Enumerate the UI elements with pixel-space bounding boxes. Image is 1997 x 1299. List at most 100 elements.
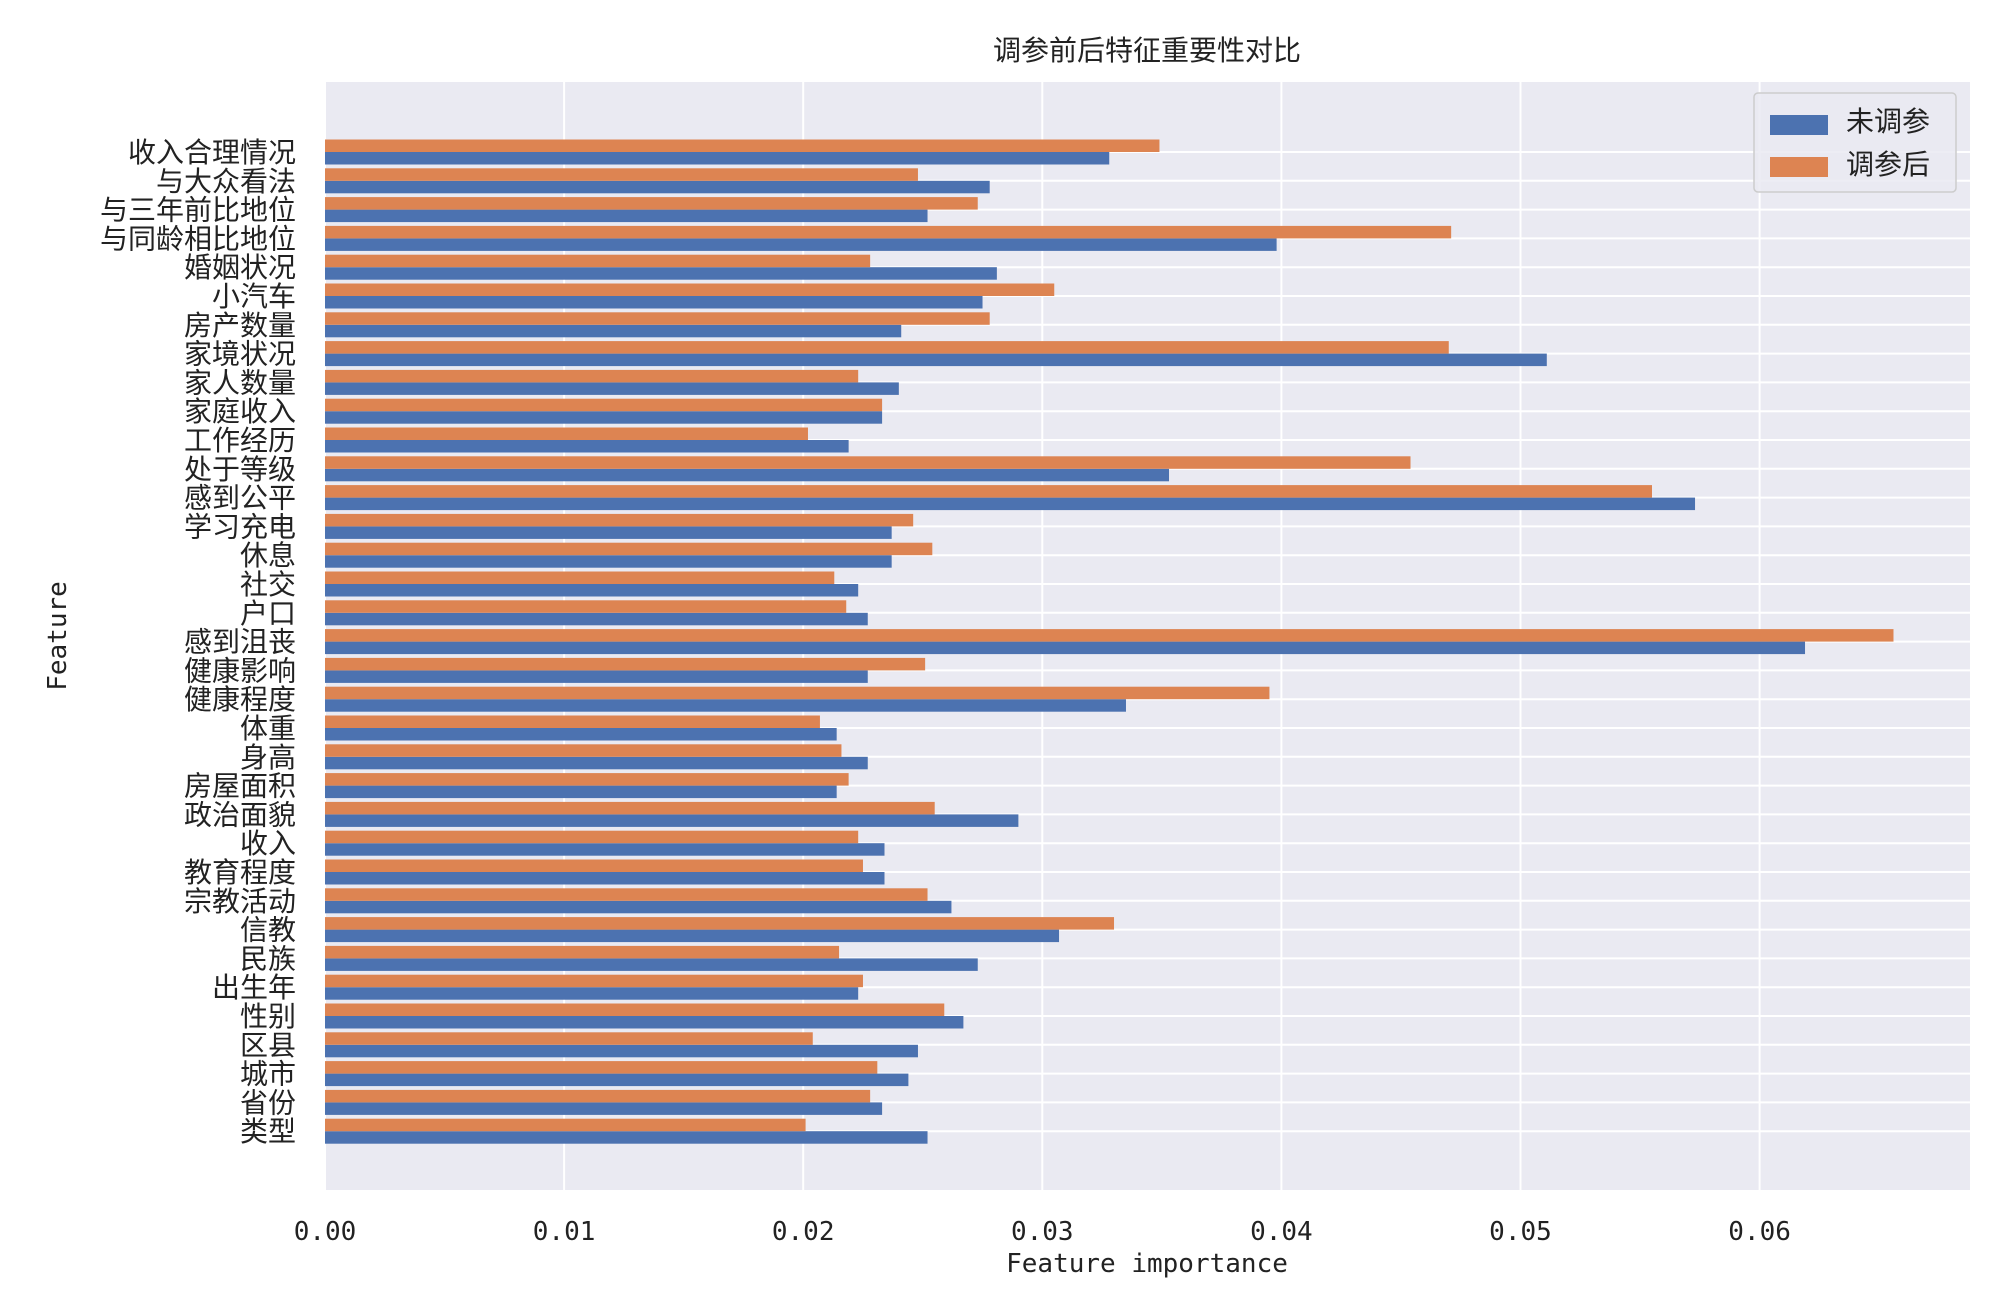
y-tick-label: 政治面貌 [184, 798, 296, 831]
bar-after [325, 657, 926, 671]
y-tick-label: 感到公平 [184, 482, 296, 515]
bar-before [325, 728, 837, 741]
bar-before [325, 1131, 928, 1144]
x-axis-label: Feature importance [1006, 1249, 1288, 1279]
bar-after [325, 1061, 878, 1074]
y-tick-label: 社交 [240, 568, 296, 601]
y-tick-label: 小汽车 [212, 280, 296, 313]
bar-before [325, 1044, 918, 1058]
y-tick-label: 出生年 [212, 971, 296, 1004]
y-tick-label: 与大众看法 [156, 165, 296, 198]
legend: 未调参 调参后 [1753, 92, 1957, 193]
bar-before [325, 1102, 883, 1115]
bar-after [325, 254, 871, 268]
x-tick-label: 0.06 [1728, 1217, 1791, 1247]
bar-before [325, 929, 1060, 943]
bar-after [325, 456, 1411, 469]
bar-before [325, 555, 892, 568]
bar-after [325, 629, 1894, 642]
bar-after [325, 1089, 871, 1103]
bar-after [325, 398, 883, 412]
bar-before [325, 584, 859, 597]
y-tick-label: 民族 [240, 942, 296, 975]
bar-after [325, 571, 835, 584]
y-tick-label: 学习充电 [184, 510, 296, 543]
y-tick-label: 感到沮丧 [184, 626, 296, 659]
bar-before [325, 843, 885, 856]
bar-before [325, 814, 1019, 827]
bar-after [325, 773, 849, 786]
bar-before [325, 612, 868, 626]
bar-after [325, 686, 1270, 700]
bar-before [325, 900, 952, 914]
bar-before [325, 497, 1696, 511]
bar-before [325, 209, 928, 223]
bar-before [325, 958, 978, 971]
bar-after [325, 197, 978, 210]
y-tick-label: 性别 [240, 1000, 296, 1033]
bar-before [325, 699, 1126, 712]
y-tick-label: 收入 [240, 827, 296, 860]
bar-before [325, 526, 892, 539]
bar-after [325, 1003, 945, 1016]
bar-before [325, 152, 1110, 165]
y-tick-label: 区县 [240, 1029, 296, 1062]
bar-after [325, 485, 1652, 498]
bar-before [325, 353, 1547, 367]
legend-swatch-series-2 [1770, 157, 1828, 177]
y-tick-label: 教育程度 [184, 856, 296, 889]
y-axis-label: Feature [43, 581, 73, 691]
y-tick-label: 城市 [240, 1058, 296, 1091]
bar-before [325, 238, 1277, 251]
bar-before [325, 785, 837, 799]
y-tick-label: 工作经历 [184, 424, 296, 457]
bar-before [325, 440, 849, 453]
bar-before [325, 872, 885, 885]
bar-after [325, 1118, 806, 1132]
bar-after [325, 888, 928, 901]
bar-after [325, 917, 1115, 930]
bar-before [325, 296, 983, 309]
y-tick-label: 身高 [240, 741, 296, 774]
y-tick-label: 类型 [240, 1115, 296, 1148]
y-tick-label: 户口 [240, 597, 296, 630]
bar-after [325, 283, 1055, 296]
bar-after [325, 513, 914, 527]
y-tick-label: 休息 [240, 539, 296, 572]
bar-after [325, 859, 863, 872]
bar-before [325, 468, 1170, 482]
y-tick-label: 收入合理情况 [128, 136, 296, 169]
bar-after [325, 744, 842, 757]
bar-before [325, 382, 899, 395]
bar-before [325, 267, 997, 280]
y-tick-label: 处于等级 [184, 453, 296, 486]
bar-after [325, 369, 859, 383]
y-tick-label: 宗教活动 [184, 885, 296, 918]
bar-after [325, 341, 1449, 354]
bar-before [325, 670, 868, 683]
x-tick-label: 0.01 [533, 1217, 596, 1247]
bar-after [325, 139, 1160, 152]
bar-after [325, 542, 933, 556]
x-tick-label: 0.03 [1011, 1217, 1074, 1247]
bar-after [325, 1032, 813, 1045]
chart-title: 调参前后特征重要性对比 [993, 34, 1301, 67]
bar-before [325, 411, 883, 424]
y-tick-label: 体重 [240, 712, 296, 745]
bar-before [325, 324, 902, 338]
y-tick-label: 房产数量 [184, 309, 296, 342]
bar-before [325, 641, 1806, 655]
y-tick-label: 与同龄相比地位 [100, 222, 296, 255]
y-tick-label: 家人数量 [184, 366, 296, 399]
bar-before [325, 987, 859, 1000]
y-tick-label: 与三年前比地位 [100, 194, 296, 227]
bar-after [325, 427, 808, 440]
bar-after [325, 225, 1452, 239]
bar-after [325, 830, 859, 844]
x-tick-label: 0.04 [1250, 1217, 1313, 1247]
bar-after [325, 168, 918, 181]
legend-label-series-1: 未调参 [1846, 105, 1930, 138]
bar-after [325, 945, 840, 959]
bar-after [325, 974, 863, 988]
